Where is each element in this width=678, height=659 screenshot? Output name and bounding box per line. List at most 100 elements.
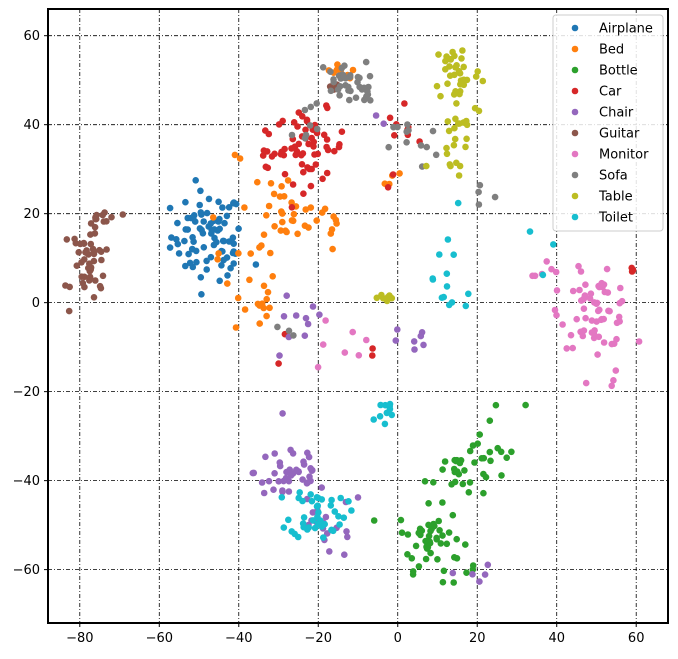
data-point xyxy=(380,120,388,127)
data-point xyxy=(267,249,274,257)
data-point xyxy=(294,533,302,541)
data-point xyxy=(370,517,378,524)
data-point xyxy=(258,479,266,486)
data-point xyxy=(299,150,307,157)
data-point xyxy=(416,525,424,533)
series-table xyxy=(373,47,487,305)
data-point xyxy=(363,93,370,100)
data-point xyxy=(224,280,231,287)
data-point xyxy=(331,147,338,155)
data-point xyxy=(443,150,451,158)
data-point xyxy=(276,352,283,359)
data-point xyxy=(551,306,559,314)
data-point xyxy=(292,312,300,319)
data-point xyxy=(232,324,240,331)
data-point xyxy=(203,266,210,273)
data-point xyxy=(425,500,432,507)
data-point xyxy=(275,360,282,367)
data-point xyxy=(207,253,215,261)
data-point xyxy=(420,341,427,349)
data-point xyxy=(336,92,343,99)
data-point xyxy=(340,72,347,79)
y-tick-label: 40 xyxy=(23,118,40,133)
data-point xyxy=(384,184,392,191)
data-point xyxy=(227,264,234,272)
data-point xyxy=(265,130,273,138)
data-point xyxy=(388,411,396,419)
data-point xyxy=(430,479,437,486)
data-point xyxy=(436,251,443,258)
data-point xyxy=(328,526,336,534)
data-point xyxy=(290,332,297,339)
data-point xyxy=(370,416,378,423)
data-point xyxy=(241,204,248,211)
data-point xyxy=(249,469,257,477)
data-point xyxy=(302,206,310,213)
data-point xyxy=(285,516,292,524)
data-point xyxy=(323,143,330,151)
x-tick-label: 40 xyxy=(548,631,565,646)
data-point xyxy=(323,136,331,143)
data-point xyxy=(289,181,297,188)
data-point xyxy=(569,344,576,352)
data-point xyxy=(369,352,376,359)
data-point xyxy=(263,295,271,303)
data-point xyxy=(403,139,410,146)
data-point xyxy=(300,461,308,468)
data-point xyxy=(463,569,470,576)
data-point xyxy=(423,143,431,151)
data-point xyxy=(600,339,608,346)
data-point xyxy=(271,223,278,230)
data-point xyxy=(446,72,454,79)
data-point xyxy=(189,234,196,241)
data-point xyxy=(472,73,480,80)
data-point xyxy=(265,202,273,210)
data-point xyxy=(341,551,348,558)
data-point xyxy=(486,448,494,456)
data-point xyxy=(103,218,110,225)
data-point xyxy=(259,152,267,159)
data-point xyxy=(608,340,616,348)
data-point xyxy=(287,446,294,454)
data-point xyxy=(89,245,97,253)
data-point xyxy=(462,541,469,548)
data-point xyxy=(457,81,464,88)
data-point xyxy=(352,94,360,101)
data-point xyxy=(182,262,189,270)
data-point xyxy=(486,417,494,425)
data-point xyxy=(478,455,486,462)
data-point xyxy=(443,540,451,548)
data-point xyxy=(455,120,462,127)
data-point xyxy=(451,124,458,132)
data-point xyxy=(279,410,286,417)
data-point xyxy=(444,236,452,243)
data-point xyxy=(335,513,342,520)
legend-marker xyxy=(571,213,579,221)
data-point xyxy=(318,484,326,491)
data-point xyxy=(253,178,261,186)
data-point xyxy=(481,571,489,578)
data-point xyxy=(450,465,458,473)
data-point xyxy=(220,237,228,245)
data-point xyxy=(246,276,253,284)
data-point xyxy=(463,135,470,143)
data-point xyxy=(628,268,636,275)
data-point xyxy=(319,175,326,183)
data-point xyxy=(479,77,487,85)
legend-label: Sofa xyxy=(599,169,628,184)
data-point xyxy=(349,66,357,74)
data-point xyxy=(301,134,309,142)
data-point xyxy=(277,151,285,158)
data-point xyxy=(235,250,242,257)
legend-label: Bottle xyxy=(599,64,638,79)
y-tick-label: 60 xyxy=(23,29,40,44)
data-point xyxy=(319,64,327,71)
data-point xyxy=(437,92,444,100)
data-point xyxy=(453,159,460,167)
data-point xyxy=(348,507,355,514)
data-point xyxy=(277,227,285,234)
data-point xyxy=(203,209,211,217)
data-point xyxy=(377,401,384,409)
data-point xyxy=(75,249,82,256)
data-point xyxy=(391,132,398,139)
